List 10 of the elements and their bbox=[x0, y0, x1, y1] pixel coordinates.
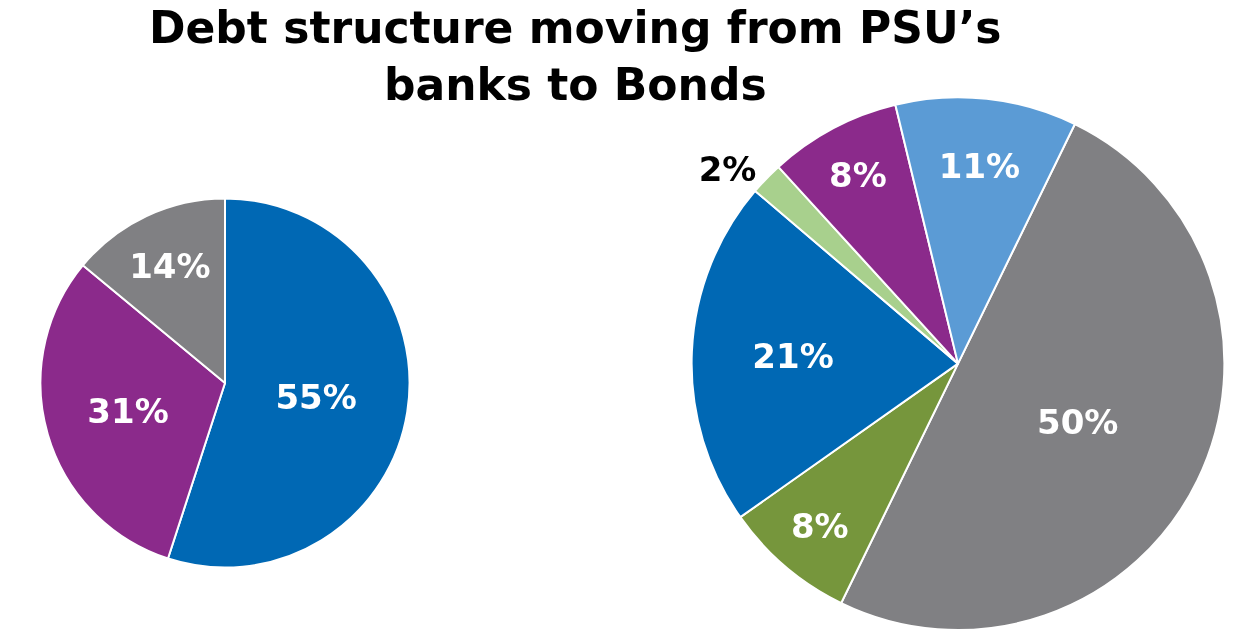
data-label: 31% bbox=[87, 391, 169, 432]
data-label: 50% bbox=[1037, 402, 1119, 442]
text: Debt structure moving from PSU’s banks to Bonds bbox=[149, 2, 1002, 111]
data-label: 21% bbox=[752, 336, 834, 377]
data-label: 2% bbox=[698, 148, 757, 189]
data-label: 55% bbox=[275, 377, 357, 418]
data-label: 11% bbox=[938, 145, 1021, 186]
data-label: 8% bbox=[790, 506, 849, 547]
data-label: 14% bbox=[129, 245, 211, 286]
data-label: 8% bbox=[828, 155, 887, 196]
